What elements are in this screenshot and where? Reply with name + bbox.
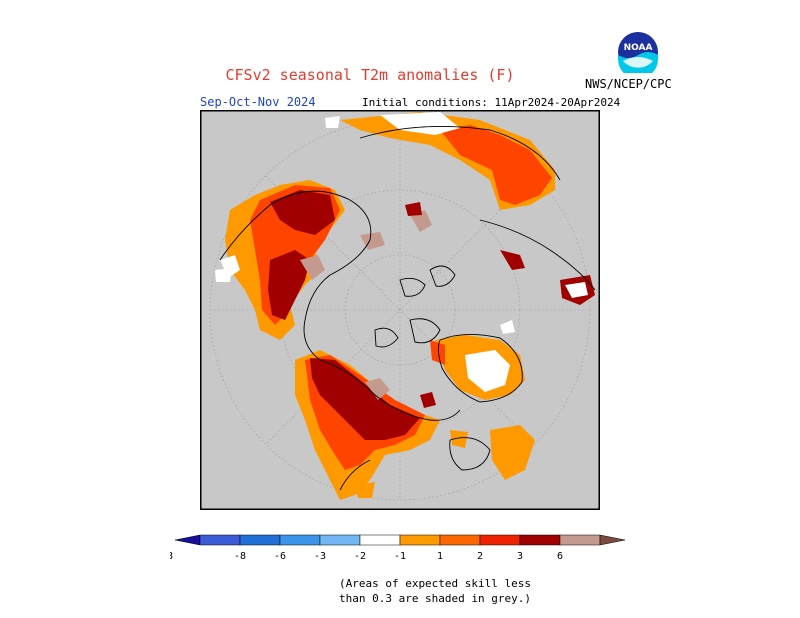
polar-map <box>200 110 600 510</box>
anomaly-region-greenland <box>430 320 535 480</box>
initial-conditions: Initial conditions: 11Apr2024-20Apr2024 <box>362 96 621 109</box>
anomaly-region-alaska-canada <box>295 350 440 500</box>
colorbar: -8 -6 -3 -2 -1 1 2 3 6 8 <box>170 534 626 562</box>
colorbar-tick-label: 1 <box>437 551 443 562</box>
colorbar-bin <box>559 534 601 546</box>
colorbar-tick-label: -3 <box>314 551 326 562</box>
colorbar-bin <box>239 534 281 546</box>
map-border <box>200 110 600 510</box>
colorbar-bin <box>479 534 521 546</box>
colorbar-arrow-high <box>599 534 626 546</box>
colorbar-bin <box>199 534 241 546</box>
colorbar-tick-label: -2 <box>354 551 366 562</box>
organization-label: NWS/NCEP/CPC <box>585 77 672 91</box>
anomaly-region-east <box>215 202 595 305</box>
colorbar-arrow-low <box>174 534 201 546</box>
map-title: CFSv2 seasonal T2m anomalies (F) <box>225 66 515 84</box>
colorbar-tick-label: 6 <box>557 551 563 562</box>
colorbar-tick-label: 3 <box>517 551 523 562</box>
skill-note-line-1: (Areas of expected skill less <box>338 577 532 590</box>
logo-text: NOAA <box>624 43 653 53</box>
colorbar-bin <box>279 534 321 546</box>
skill-note-line-2: than 0.3 are shaded in grey.) <box>338 592 532 605</box>
colorbar-bin <box>439 534 481 546</box>
coastlines <box>219 125 596 491</box>
colorbar-tick-label: -6 <box>274 551 286 562</box>
colorbar-bin <box>359 534 401 546</box>
colorbar-bin <box>399 534 441 546</box>
noaa-logo: NOAA <box>618 32 658 73</box>
colorbar-tick-label: -1 <box>394 551 406 562</box>
colorbar-tick-label: 8 <box>170 551 173 562</box>
anomaly-region-siberia-west <box>220 180 345 340</box>
colorbar-bin <box>519 534 561 546</box>
colorbar-bin <box>319 534 361 546</box>
skill-note: (Areas of expected skill less than 0.3 a… <box>330 576 540 606</box>
colorbar-tick-label: 2 <box>477 551 483 562</box>
forecast-period: Sep-Oct-Nov 2024 <box>200 95 316 109</box>
colorbar-tick-label: -8 <box>234 551 246 562</box>
